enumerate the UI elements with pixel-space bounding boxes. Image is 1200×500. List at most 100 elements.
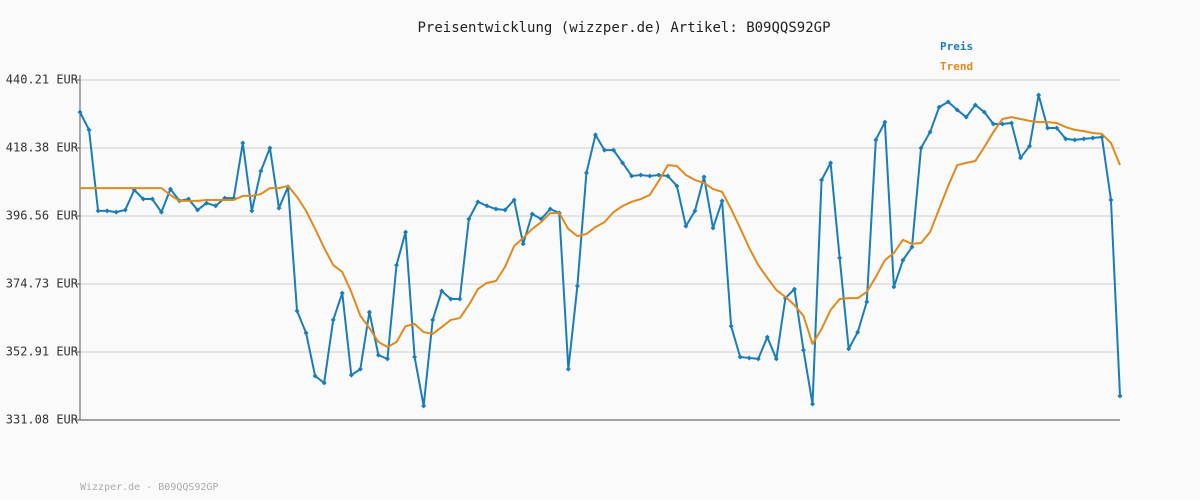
data-point bbox=[882, 119, 888, 125]
data-point bbox=[1008, 120, 1014, 126]
data-point bbox=[547, 206, 553, 212]
data-point bbox=[891, 284, 897, 290]
data-point bbox=[529, 211, 535, 217]
data-point bbox=[737, 354, 743, 360]
data-point bbox=[276, 205, 282, 211]
data-point bbox=[104, 208, 110, 214]
data-point bbox=[375, 352, 381, 358]
data-point bbox=[1045, 125, 1051, 131]
data-point bbox=[511, 197, 517, 203]
series-line bbox=[80, 116, 1121, 349]
data-point bbox=[954, 107, 960, 113]
data-point bbox=[384, 356, 390, 362]
data-point bbox=[981, 109, 987, 115]
data-point bbox=[602, 147, 608, 153]
data-point bbox=[574, 283, 580, 289]
data-point bbox=[294, 308, 300, 314]
data-point bbox=[674, 183, 680, 189]
data-point bbox=[321, 380, 327, 386]
legend-label: Preis bbox=[940, 40, 973, 53]
y-tick-label: 331.08 EUR bbox=[6, 413, 79, 427]
data-point bbox=[665, 173, 671, 179]
data-point bbox=[656, 172, 662, 178]
data-point bbox=[837, 255, 843, 261]
data-point bbox=[403, 229, 409, 235]
data-point bbox=[565, 366, 571, 372]
data-point bbox=[918, 145, 924, 151]
data-point bbox=[1054, 125, 1060, 131]
data-point bbox=[972, 102, 978, 108]
data-point bbox=[312, 373, 318, 379]
data-point bbox=[249, 208, 255, 214]
data-point bbox=[846, 346, 852, 352]
data-point bbox=[1108, 197, 1114, 203]
data-point bbox=[999, 121, 1005, 127]
data-point bbox=[1027, 143, 1033, 149]
y-tick-label: 396.56 EUR bbox=[6, 208, 79, 222]
data-point bbox=[158, 209, 164, 215]
footer: Wizzper.de - B09QQS92GP bbox=[80, 482, 218, 493]
y-tick-label: 440.21 EUR bbox=[6, 73, 79, 87]
data-point bbox=[412, 354, 418, 360]
data-point bbox=[620, 160, 626, 166]
data-point bbox=[1072, 137, 1078, 143]
data-point bbox=[439, 288, 445, 294]
data-point bbox=[448, 296, 454, 302]
data-point bbox=[466, 216, 472, 222]
data-point bbox=[240, 140, 246, 146]
data-point bbox=[303, 330, 309, 336]
data-point bbox=[692, 208, 698, 214]
legend-label: Trend bbox=[940, 60, 973, 73]
y-tick-label: 418.38 EUR bbox=[6, 141, 79, 155]
data-point bbox=[583, 170, 589, 176]
data-point bbox=[701, 174, 707, 180]
data-point bbox=[945, 99, 951, 105]
data-point bbox=[195, 207, 201, 213]
data-point bbox=[1117, 393, 1123, 399]
data-point bbox=[394, 262, 400, 268]
data-point bbox=[357, 366, 363, 372]
data-point bbox=[502, 207, 508, 213]
data-point bbox=[710, 225, 716, 231]
data-point bbox=[493, 206, 499, 212]
data-point bbox=[936, 104, 942, 110]
data-point bbox=[348, 372, 354, 378]
data-point bbox=[475, 199, 481, 205]
data-point bbox=[140, 196, 146, 202]
data-point bbox=[592, 132, 598, 138]
data-point bbox=[1090, 135, 1096, 141]
data-point bbox=[204, 200, 210, 206]
data-point bbox=[755, 356, 761, 362]
data-point bbox=[810, 401, 816, 407]
data-point bbox=[77, 109, 83, 115]
data-point bbox=[638, 172, 644, 178]
data-point bbox=[258, 168, 264, 174]
data-point bbox=[1018, 155, 1024, 161]
data-point bbox=[457, 296, 463, 302]
y-tick-label: 374.73 EUR bbox=[6, 277, 79, 291]
data-point bbox=[909, 244, 915, 250]
data-point bbox=[791, 286, 797, 292]
data-point bbox=[900, 257, 906, 263]
data-point bbox=[963, 114, 969, 120]
data-point bbox=[122, 207, 128, 213]
data-point bbox=[873, 137, 879, 143]
data-point bbox=[773, 356, 779, 362]
data-point bbox=[149, 196, 155, 202]
data-point bbox=[430, 317, 436, 323]
data-point bbox=[828, 160, 834, 166]
data-point bbox=[1081, 136, 1087, 142]
data-point bbox=[647, 173, 653, 179]
data-point bbox=[611, 147, 617, 153]
data-point bbox=[113, 209, 119, 215]
data-point bbox=[764, 334, 770, 340]
data-point bbox=[990, 121, 996, 127]
data-point bbox=[366, 309, 372, 315]
data-point bbox=[86, 127, 92, 133]
chart-title: Preisentwicklung (wizzper.de) Artikel: B… bbox=[417, 20, 830, 36]
data-point bbox=[800, 347, 806, 353]
data-point bbox=[484, 203, 490, 209]
data-point bbox=[520, 241, 526, 247]
